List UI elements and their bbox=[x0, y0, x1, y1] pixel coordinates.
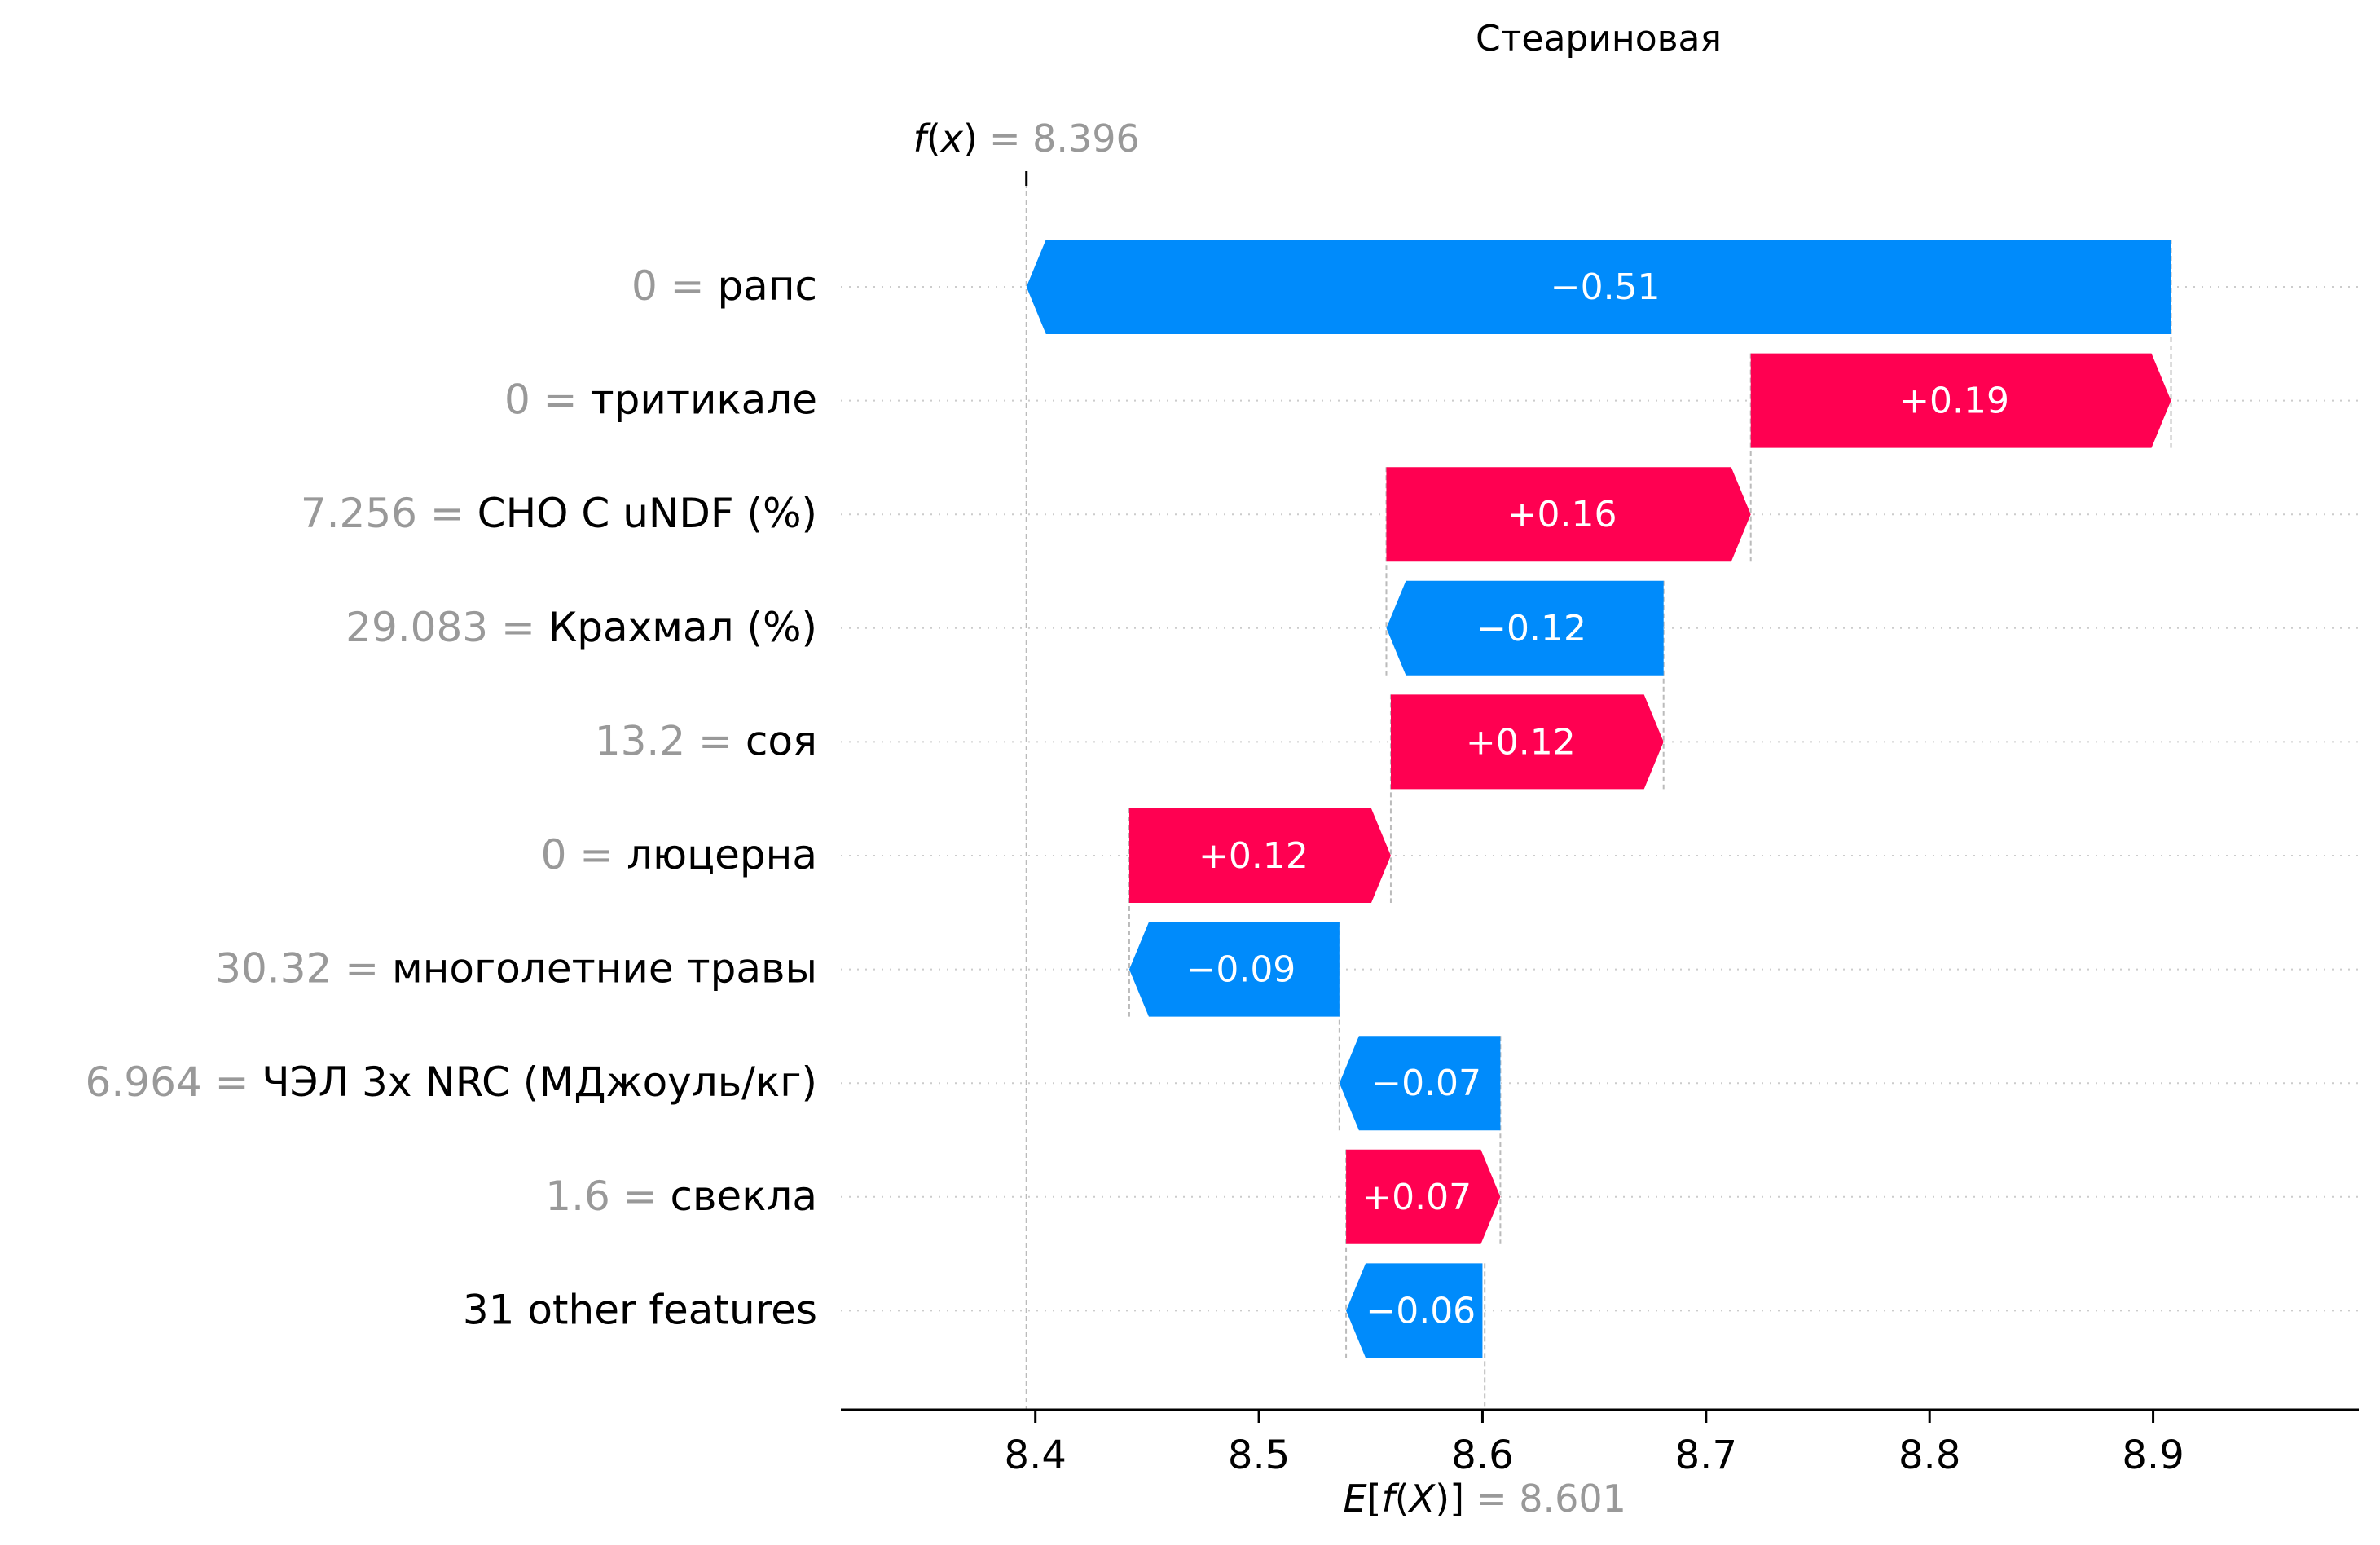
x-tick-label: 8.9 bbox=[2122, 1433, 2184, 1478]
feature-value: 13.2 = bbox=[595, 717, 746, 764]
feature-name: тритикале bbox=[590, 376, 817, 424]
feature-label: 13.2 = соя bbox=[595, 717, 817, 764]
negative-bar bbox=[1339, 1036, 1501, 1131]
negative-bar bbox=[1128, 922, 1340, 1017]
fx-label-var: x bbox=[939, 117, 964, 161]
feature-label: 6.964 = ЧЭЛ 3x NRC (МДжоуль/кг) bbox=[86, 1059, 817, 1106]
bar-value-label: +0.19 bbox=[1899, 381, 2009, 422]
feature-name: ЧЭЛ 3x NRC (МДжоуль/кг) bbox=[262, 1059, 817, 1106]
fx-label: f(x) = 8.396 bbox=[913, 117, 1140, 161]
efx-label-suffix: )] bbox=[1435, 1477, 1464, 1521]
feature-name: соя bbox=[746, 717, 817, 764]
feature-name: Крахмал (%) bbox=[548, 604, 817, 651]
feature-label: 29.083 = Крахмал (%) bbox=[345, 604, 817, 651]
fx-close-paren: ) bbox=[963, 117, 978, 161]
efx-value: = 8.601 bbox=[1476, 1477, 1626, 1521]
efx-open-paren: ( bbox=[1395, 1477, 1410, 1521]
bar-value-label: +0.07 bbox=[1362, 1177, 1472, 1218]
feature-name: люцерна bbox=[627, 831, 817, 878]
chart-title: Стеариновая bbox=[1476, 18, 1722, 59]
bar-value-label: −0.12 bbox=[1476, 608, 1586, 649]
contribution-bars: −0.51 +0.19 +0.16 −0.12 +0.12 +0.12 −0.09 −0.07… bbox=[1026, 240, 2171, 1358]
feature-value: 29.083 = bbox=[345, 604, 548, 651]
positive-bar bbox=[1386, 467, 1751, 562]
feature-name: 31 other features bbox=[463, 1286, 817, 1333]
efx-label-var: X bbox=[1408, 1477, 1436, 1521]
feature-value: 7.256 = bbox=[301, 490, 477, 537]
x-tick-label: 8.6 bbox=[1451, 1433, 1513, 1478]
fx-value: = 8.396 bbox=[989, 117, 1140, 161]
positive-bar bbox=[1346, 1149, 1501, 1244]
positive-bar bbox=[1390, 694, 1664, 790]
feature-label: 0 = тритикале bbox=[504, 376, 817, 424]
x-tick-label: 8.5 bbox=[1228, 1433, 1290, 1478]
positive-bar bbox=[1128, 808, 1391, 903]
feature-name: CHO C uNDF (%) bbox=[477, 490, 817, 537]
bar-value-label: −0.09 bbox=[1186, 949, 1296, 991]
feature-name: рапс bbox=[717, 262, 817, 310]
bar-value-label: +0.12 bbox=[1466, 721, 1576, 763]
feature-value: 0 = bbox=[631, 262, 718, 310]
positive-bar bbox=[1750, 353, 2171, 448]
x-tick-label: 8.8 bbox=[1898, 1433, 1960, 1478]
feature-value: 1.6 = bbox=[545, 1173, 670, 1220]
feature-value: 0 = bbox=[541, 831, 627, 878]
feature-label: 30.32 = многолетние травы bbox=[215, 945, 817, 993]
x-tick-label: 8.7 bbox=[1675, 1433, 1737, 1478]
efx-label: E[f(X)] = 8.601 bbox=[1343, 1477, 1626, 1521]
feature-label: 0 = люцерна bbox=[541, 831, 817, 878]
feature-name: свекла bbox=[670, 1173, 817, 1220]
efx-label-prefix: E bbox=[1343, 1477, 1366, 1521]
bar-value-label: +0.12 bbox=[1199, 835, 1309, 877]
bar-value-label: −0.51 bbox=[1551, 266, 1661, 308]
negative-bar bbox=[1346, 1263, 1483, 1358]
feature-name: многолетние травы bbox=[392, 945, 817, 993]
negative-bar bbox=[1386, 580, 1664, 676]
feature-label: 1.6 = свекла bbox=[545, 1173, 817, 1220]
bar-value-label: −0.06 bbox=[1366, 1290, 1476, 1332]
feature-value: 30.32 = bbox=[215, 945, 392, 993]
feature-label: 0 = рапс bbox=[631, 262, 817, 310]
efx-open-bracket: [ bbox=[1367, 1477, 1382, 1521]
feature-value: 6.964 = bbox=[86, 1059, 262, 1106]
feature-label: 31 other features bbox=[463, 1286, 817, 1333]
feature-value: 0 = bbox=[504, 376, 591, 424]
x-tick-label: 8.4 bbox=[1005, 1433, 1067, 1478]
fx-open-paren: ( bbox=[926, 117, 941, 161]
bar-value-label: +0.16 bbox=[1507, 494, 1617, 535]
feature-label: 7.256 = CHO C uNDF (%) bbox=[301, 490, 817, 537]
negative-bar bbox=[1026, 240, 2171, 334]
bar-value-label: −0.07 bbox=[1371, 1063, 1481, 1104]
x-axis-ticks: 8.4 8.5 8.6 8.7 8.8 8.9 bbox=[1005, 1410, 2184, 1478]
